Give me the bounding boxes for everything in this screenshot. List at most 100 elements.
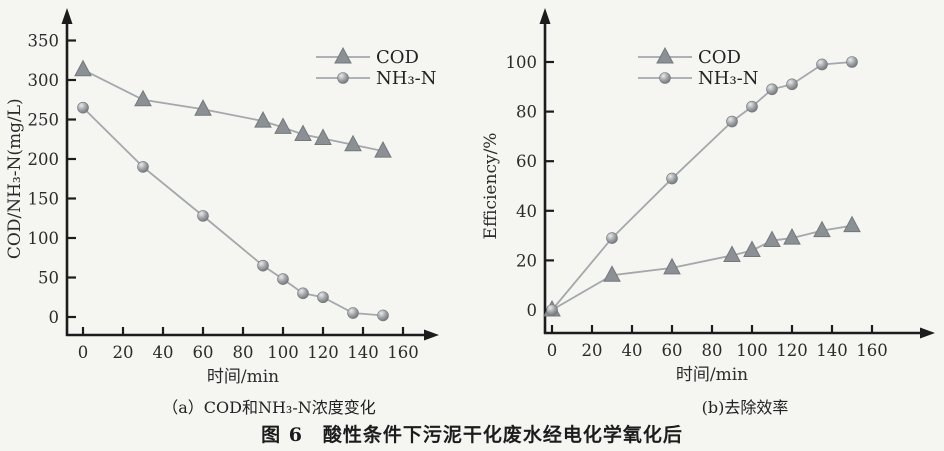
y-tick-label: 250	[28, 111, 60, 130]
y-tick-label: 40	[516, 202, 537, 221]
x-tick-label: 100	[736, 341, 768, 360]
y-tick-label: 100	[28, 229, 60, 248]
x-axis-arrow-icon	[920, 327, 935, 339]
sphere-marker	[546, 304, 558, 316]
sphere-marker	[257, 259, 269, 272]
x-tick-label: 20	[113, 343, 134, 362]
series-cod	[74, 59, 392, 158]
sphere-marker	[816, 58, 828, 71]
y-axis-title: COD/NH₃-N(mg/L)	[5, 98, 25, 259]
y-tick-label: 0	[527, 301, 538, 320]
y-tick-label: 60	[516, 152, 537, 171]
y-tick-label: 0	[49, 308, 60, 327]
sphere-marker	[746, 100, 758, 113]
sphere-marker	[77, 101, 89, 114]
y-tick-label: 100	[506, 53, 538, 72]
x-axis-title: 时间/min	[676, 365, 748, 385]
y-tick-label: 300	[28, 71, 60, 90]
sphere-marker	[377, 309, 389, 322]
x-tick-label: 0	[78, 343, 89, 362]
y-tick-label: 50	[38, 269, 59, 288]
legend-label: NH₃-N	[376, 68, 437, 89]
sphere-marker	[297, 287, 309, 300]
sphere-marker	[277, 273, 289, 285]
series-line	[82, 107, 384, 317]
chart-panel-b: 0 20 40 60 80 100 120 140 160 0 20 40 60 80 100 Efficie…	[472, 0, 944, 392]
y-tick-label: 350	[28, 32, 60, 51]
legend-label: NH₃-N	[698, 68, 759, 89]
figure-caption: 图 6 酸性条件下污泥干化废水经电化学氧化后	[261, 424, 683, 446]
y-tick-label: 150	[28, 190, 60, 209]
chart-b-svg: 0 20 40 60 80 100 120 140 160 0 20 40 60 80 100 Efficie…	[481, 8, 935, 385]
triangle-marker	[334, 46, 352, 64]
triangle-marker	[763, 230, 781, 248]
triangle-marker	[843, 215, 861, 233]
axes: 0 20 40 60 80 100 120 140 160 0 50 100 150 200 250 300 3…	[28, 8, 439, 362]
x-tick-label: 60	[662, 341, 683, 360]
sphere-marker	[197, 210, 209, 222]
legend-label: COD	[376, 47, 419, 68]
sphere-marker	[766, 83, 778, 96]
x-axis-arrow-icon	[424, 329, 439, 341]
triangle-marker	[274, 117, 292, 134]
triangle-marker	[663, 257, 681, 275]
series-nh3n	[77, 101, 389, 322]
chart-a-svg: 0 20 40 60 80 100 120 140 160 0 50 100 150 200 250 300 3…	[5, 8, 439, 387]
x-tick-label: 80	[233, 343, 254, 362]
series-cod	[543, 215, 861, 317]
subcaption-b: (b)去除效率	[701, 398, 789, 417]
triangle-marker	[603, 265, 621, 282]
x-axis-title: 时间/min	[207, 367, 279, 387]
x-tick-label: 0	[547, 341, 558, 360]
y-tick-label: 200	[28, 150, 60, 169]
subcaption-a: （a）COD和NH₃-N浓度变化	[162, 398, 376, 417]
sphere-marker	[606, 232, 618, 244]
x-tick-label: 40	[153, 343, 174, 362]
triangle-marker	[743, 240, 761, 257]
x-tick-label: 140	[347, 343, 379, 362]
legend-label: COD	[698, 47, 741, 68]
x-tick-label: 120	[307, 343, 339, 362]
chart-panel-a: 0 20 40 60 80 100 120 140 160 0 50 100 150 200 250 300 3…	[0, 0, 472, 392]
y-axis-arrow-icon	[61, 8, 73, 24]
triangle-marker	[656, 46, 674, 64]
triangle-marker	[74, 59, 92, 77]
triangle-marker	[194, 99, 212, 116]
x-tick-label: 140	[816, 341, 848, 360]
series-line	[82, 68, 384, 152]
sphere-marker	[726, 115, 738, 128]
x-tick-label: 160	[856, 341, 888, 360]
triangle-marker	[314, 128, 332, 145]
triangle-marker	[813, 220, 831, 238]
axes: 0 20 40 60 80 100 120 140 160 0 20 40 60 80 100	[506, 8, 935, 360]
sphere-marker	[659, 72, 671, 84]
series-nh3n	[546, 56, 858, 316]
sphere-marker	[786, 78, 798, 91]
sphere-marker	[347, 307, 359, 319]
x-tick-label: 160	[387, 343, 419, 362]
series-line	[551, 61, 853, 311]
sphere-marker	[666, 172, 678, 185]
x-tick-label: 100	[267, 343, 299, 362]
x-tick-label: 40	[622, 341, 643, 360]
triangle-marker	[294, 124, 312, 142]
x-tick-label: 20	[582, 341, 603, 360]
series-line	[551, 224, 853, 311]
sphere-marker	[137, 161, 149, 173]
x-tick-label: 80	[702, 341, 723, 360]
triangle-marker	[783, 228, 801, 245]
y-axis-arrow-icon	[539, 8, 551, 24]
y-tick-label: 20	[516, 251, 537, 270]
triangle-marker	[723, 245, 741, 262]
sphere-marker	[337, 72, 349, 84]
triangle-marker	[254, 111, 272, 128]
y-tick-label: 80	[516, 103, 537, 122]
sphere-marker	[317, 291, 329, 304]
sphere-marker	[846, 56, 858, 68]
y-axis-title: Efficiency/%	[481, 133, 501, 240]
x-tick-label: 60	[193, 343, 214, 362]
triangle-marker	[134, 89, 152, 107]
